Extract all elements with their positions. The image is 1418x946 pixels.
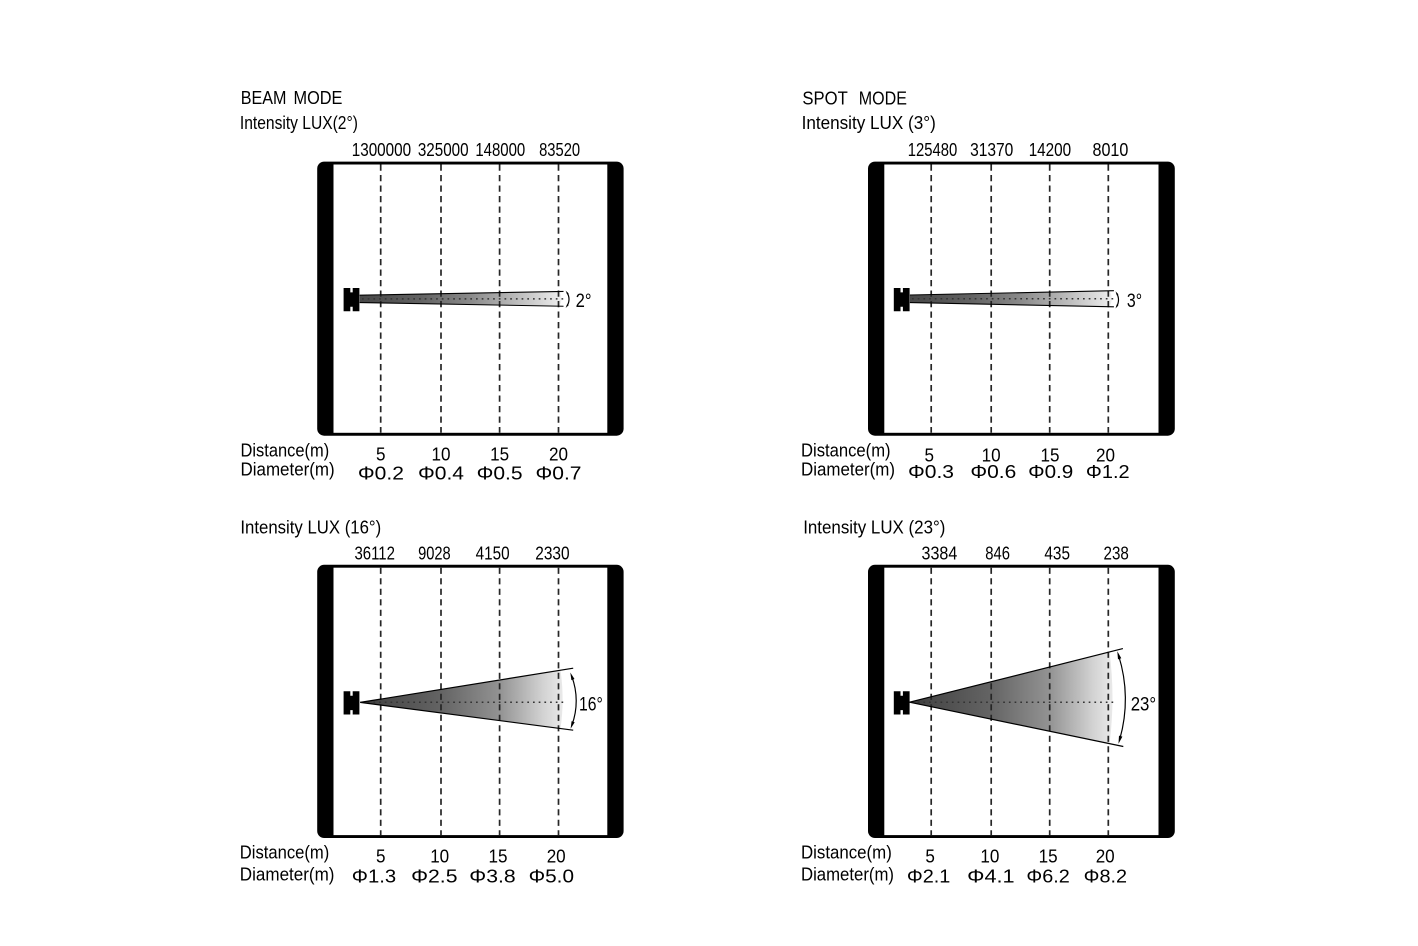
svg-text:20: 20 bbox=[547, 847, 566, 867]
svg-text:Distance(m): Distance(m) bbox=[241, 441, 330, 461]
svg-text:10: 10 bbox=[432, 445, 451, 465]
svg-text:125480: 125480 bbox=[908, 140, 958, 160]
svg-text:Intensity LUX (16°): Intensity LUX (16°) bbox=[240, 518, 381, 538]
svg-text:5: 5 bbox=[376, 847, 386, 867]
svg-text:Diameter(m): Diameter(m) bbox=[241, 459, 335, 479]
svg-text:148000: 148000 bbox=[475, 140, 525, 160]
svg-text:15: 15 bbox=[490, 445, 509, 465]
svg-text:Φ0.3: Φ0.3 bbox=[908, 462, 954, 482]
svg-text:5: 5 bbox=[924, 446, 934, 466]
svg-text:Φ8.2: Φ8.2 bbox=[1084, 867, 1127, 887]
svg-text:3°: 3° bbox=[1127, 290, 1142, 312]
svg-text:Φ3.8: Φ3.8 bbox=[469, 867, 515, 887]
svg-text:15: 15 bbox=[1039, 847, 1058, 867]
svg-text:435: 435 bbox=[1044, 544, 1070, 564]
svg-text:31370: 31370 bbox=[970, 140, 1013, 160]
svg-text:Intensity LUX (3°): Intensity LUX (3°) bbox=[802, 113, 936, 133]
svg-text:23°: 23° bbox=[1131, 694, 1156, 716]
svg-text:10: 10 bbox=[982, 446, 1001, 466]
svg-text:Φ1.3: Φ1.3 bbox=[352, 867, 396, 887]
svg-text:Diameter(m): Diameter(m) bbox=[801, 865, 894, 885]
svg-text:Φ0.7: Φ0.7 bbox=[536, 464, 582, 484]
svg-text:Distance(m): Distance(m) bbox=[801, 842, 892, 862]
svg-text:Distance(m): Distance(m) bbox=[801, 441, 891, 461]
svg-text:36112: 36112 bbox=[354, 544, 395, 564]
svg-text:5: 5 bbox=[376, 445, 386, 465]
svg-text:Φ0.4: Φ0.4 bbox=[418, 464, 464, 484]
svg-text:1300000: 1300000 bbox=[352, 140, 411, 160]
svg-text:8010: 8010 bbox=[1093, 140, 1129, 160]
svg-text:SPOT: SPOT bbox=[802, 88, 847, 108]
svg-text:9028: 9028 bbox=[418, 544, 451, 564]
svg-text:20: 20 bbox=[1096, 446, 1115, 466]
svg-text:20: 20 bbox=[549, 445, 568, 465]
svg-text:MODE: MODE bbox=[859, 88, 907, 108]
svg-text:325000: 325000 bbox=[418, 140, 469, 160]
svg-text:3384: 3384 bbox=[922, 544, 958, 564]
svg-text:846: 846 bbox=[985, 544, 1010, 564]
svg-text:2°: 2° bbox=[576, 290, 592, 312]
svg-text:83520: 83520 bbox=[539, 140, 580, 160]
svg-text:10: 10 bbox=[430, 847, 449, 867]
svg-text:Φ0.6: Φ0.6 bbox=[970, 462, 1016, 482]
svg-text:BEAM: BEAM bbox=[241, 88, 287, 108]
svg-text:MODE: MODE bbox=[294, 88, 343, 108]
svg-text:Φ5.0: Φ5.0 bbox=[529, 867, 574, 887]
svg-text:20: 20 bbox=[1096, 847, 1115, 867]
svg-text:Φ0.5: Φ0.5 bbox=[477, 464, 523, 484]
svg-text:Intensity LUX (23°): Intensity LUX (23°) bbox=[803, 518, 945, 538]
svg-text:Φ0.2: Φ0.2 bbox=[358, 464, 404, 484]
svg-text:Φ6.2: Φ6.2 bbox=[1026, 867, 1069, 887]
svg-text:15: 15 bbox=[489, 847, 508, 867]
svg-text:Diameter(m): Diameter(m) bbox=[801, 460, 895, 480]
svg-text:Distance(m): Distance(m) bbox=[240, 842, 329, 862]
svg-text:14200: 14200 bbox=[1029, 140, 1071, 160]
svg-text:Φ4.1: Φ4.1 bbox=[967, 867, 1015, 887]
svg-text:4150: 4150 bbox=[476, 544, 510, 564]
svg-text:Φ1.2: Φ1.2 bbox=[1086, 462, 1130, 482]
svg-text:5: 5 bbox=[925, 847, 935, 867]
svg-text:2330: 2330 bbox=[535, 544, 569, 564]
svg-text:Φ2.5: Φ2.5 bbox=[411, 867, 457, 887]
svg-text:Intensity LUX(2°): Intensity LUX(2°) bbox=[240, 113, 358, 133]
svg-text:15: 15 bbox=[1041, 446, 1060, 466]
svg-text:Φ2.1: Φ2.1 bbox=[907, 867, 951, 887]
svg-text:Φ0.9: Φ0.9 bbox=[1028, 462, 1073, 482]
svg-text:16°: 16° bbox=[579, 693, 603, 715]
svg-text:238: 238 bbox=[1104, 544, 1129, 564]
svg-text:10: 10 bbox=[980, 847, 999, 867]
svg-text:Diameter(m): Diameter(m) bbox=[240, 865, 335, 885]
